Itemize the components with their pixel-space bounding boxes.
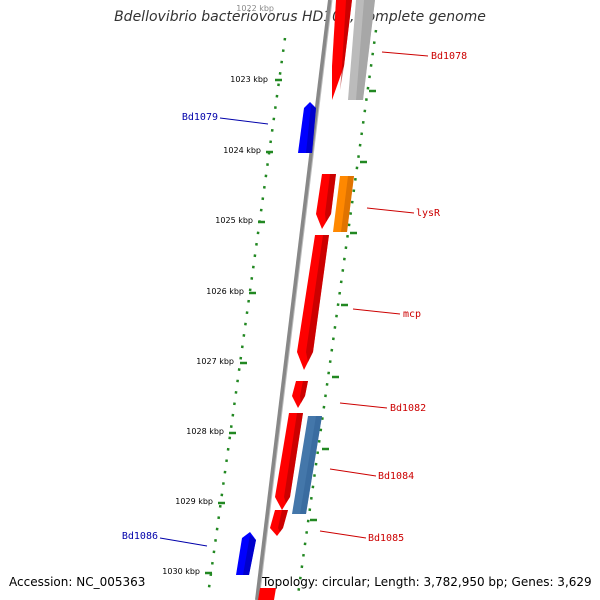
- gene-label-bd1086[interactable]: Bd1086: [122, 531, 158, 542]
- gene-label-lysR[interactable]: lysR: [416, 208, 441, 219]
- topology-text: Topology: circular;: [262, 575, 371, 589]
- ruler-inner-ticks: [310, 89, 376, 522]
- scale-label-1026: 1026 kbp: [206, 287, 244, 296]
- map-title: Bdellovibrio bacteriovorus HD100, comple…: [114, 9, 486, 25]
- ruler-outer: [206, 37, 287, 596]
- gene-label-mcp[interactable]: mcp: [403, 309, 421, 320]
- gene-partial-bottom[interactable]: [258, 588, 276, 600]
- accession-text: Accession: NC_005363: [9, 575, 146, 589]
- gene-bd1080[interactable]: [316, 174, 336, 229]
- gene-bd1083[interactable]: [275, 413, 303, 510]
- label-connectors: [159, 51, 429, 547]
- gene-bd1086[interactable]: [236, 532, 256, 575]
- scale-label-1022: 1022 kbp: [236, 4, 274, 13]
- gene-lysR[interactable]: [333, 176, 354, 232]
- scale-label-1027: 1027 kbp: [196, 357, 234, 366]
- gene-label-bd1082[interactable]: Bd1082: [390, 403, 426, 414]
- genome-backbone: [255, 0, 332, 600]
- scale-label-1029: 1029 kbp: [175, 497, 213, 506]
- scale-label-1030: 1030 kbp: [162, 567, 200, 576]
- gene-mcp[interactable]: [297, 235, 329, 370]
- gene-label-bd1078[interactable]: Bd1078: [431, 51, 467, 62]
- scale-label-1024: 1024 kbp: [223, 146, 261, 155]
- genome-summary: Topology: circular; Length: 3,782,950 bp…: [262, 575, 592, 589]
- gene-bd1085[interactable]: [270, 510, 288, 536]
- gene-bd1082[interactable]: [292, 381, 308, 408]
- gene-label-bd1084[interactable]: Bd1084: [378, 471, 414, 482]
- gene-bd1079[interactable]: [298, 102, 316, 153]
- gene-label-bd1079[interactable]: Bd1079: [182, 112, 218, 123]
- scale-label-1025: 1025 kbp: [215, 216, 253, 225]
- scale-label-1023: 1023 kbp: [230, 75, 268, 84]
- length-text: Length: 3,782,950 bp;: [374, 575, 508, 589]
- gene-bd1078[interactable]: [332, 0, 352, 100]
- ruler-major-ticks: [205, 78, 282, 575]
- gene-label-bd1085[interactable]: Bd1085: [368, 533, 404, 544]
- genes-count-text: Genes: 3,629: [511, 575, 592, 589]
- scale-label-1028: 1028 kbp: [186, 427, 224, 436]
- gene-bd1084[interactable]: [292, 416, 322, 514]
- gene-bd1078-adjacent[interactable]: [348, 0, 375, 100]
